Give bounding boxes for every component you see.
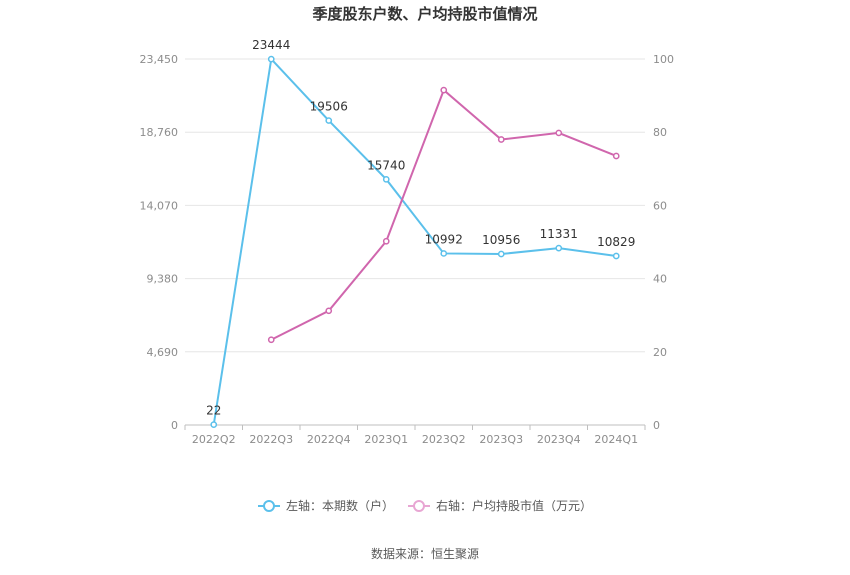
data-label: 10992 [425, 232, 463, 246]
x-tick-label: 2023Q4 [537, 433, 581, 446]
legend[interactable]: 左轴：本期数（户） 右轴：户均持股市值（万元） [258, 498, 592, 513]
series-right-point[interactable] [440, 86, 448, 94]
left-tick-label: 0 [171, 419, 178, 432]
series-left-point[interactable] [612, 252, 620, 260]
legend-left-series-marker-icon [263, 500, 275, 512]
series-right-line [270, 88, 617, 341]
x-axis: 2022Q2 2022Q3 2022Q4 2023Q1 2023Q2 2023Q3 2023… [184, 425, 646, 446]
x-tick-label: 2022Q2 [192, 433, 236, 446]
series-right-point[interactable] [382, 237, 390, 245]
legend-item-left-series[interactable]: 左轴：本期数（户） [258, 498, 394, 513]
data-label: 11331 [540, 227, 578, 241]
series-left-point[interactable] [440, 250, 448, 257]
left-tick-label: 23,450 [140, 53, 179, 66]
data-label: 19506 [310, 100, 348, 114]
series-left-point[interactable] [267, 55, 275, 63]
series-right-point[interactable] [267, 336, 275, 344]
series-right-point[interactable] [555, 129, 563, 137]
legend-right-series-label: 右轴：户均持股市值（万元） [436, 498, 592, 513]
right-tick-label: 60 [653, 199, 667, 212]
right-tick-label: 100 [653, 53, 674, 66]
data-label: 10956 [482, 233, 520, 247]
x-tick-label: 2022Q3 [249, 433, 293, 446]
series-left-point[interactable] [325, 117, 333, 124]
data-label: 23444 [252, 38, 290, 52]
x-tick-label: 2023Q2 [422, 433, 466, 446]
x-tick-label: 2024Q1 [594, 433, 638, 446]
source-note: 数据来源：恒生聚源 [371, 546, 479, 561]
right-tick-label: 0 [653, 419, 660, 432]
legend-left-series-label: 左轴：本期数（户） [286, 498, 394, 513]
grid [185, 58, 645, 426]
x-tick-label: 2023Q3 [479, 433, 523, 446]
right-axis: 0 20 40 60 80 100 [653, 53, 674, 432]
x-tick-label: 2022Q4 [307, 433, 351, 446]
right-tick-label: 20 [653, 346, 667, 359]
series-left-line [212, 56, 617, 425]
left-tick-label: 18,760 [140, 126, 179, 139]
legend-item-right-series[interactable]: 右轴：户均持股市值（万元） [408, 498, 592, 513]
chart-title: 季度股东户数、户均持股市值情况 [312, 5, 537, 23]
data-label: 15740 [367, 158, 405, 172]
series-left-point[interactable] [555, 244, 563, 252]
data-label: 22 [206, 404, 221, 418]
x-tick-label: 2023Q1 [364, 433, 408, 446]
right-tick-label: 40 [653, 273, 667, 286]
series-right-point[interactable] [612, 152, 620, 160]
series-layer: 22 23444 19506 15740 10992 10956 11331 10829 [206, 38, 635, 429]
series-left-point[interactable] [497, 250, 505, 258]
left-tick-label: 4,690 [147, 346, 179, 359]
left-tick-label: 9,380 [147, 273, 179, 286]
series-right-point[interactable] [325, 307, 333, 315]
series-left-point[interactable] [210, 421, 218, 429]
right-tick-label: 80 [653, 126, 667, 139]
series-right-point[interactable] [497, 136, 505, 143]
series-left-point[interactable] [382, 175, 390, 183]
left-axis: 0 4,690 9,380 14,070 18,760 23,450 [140, 53, 179, 432]
data-label: 10829 [597, 235, 635, 249]
left-tick-label: 14,070 [140, 199, 179, 212]
legend-right-series-marker-icon [413, 500, 425, 512]
